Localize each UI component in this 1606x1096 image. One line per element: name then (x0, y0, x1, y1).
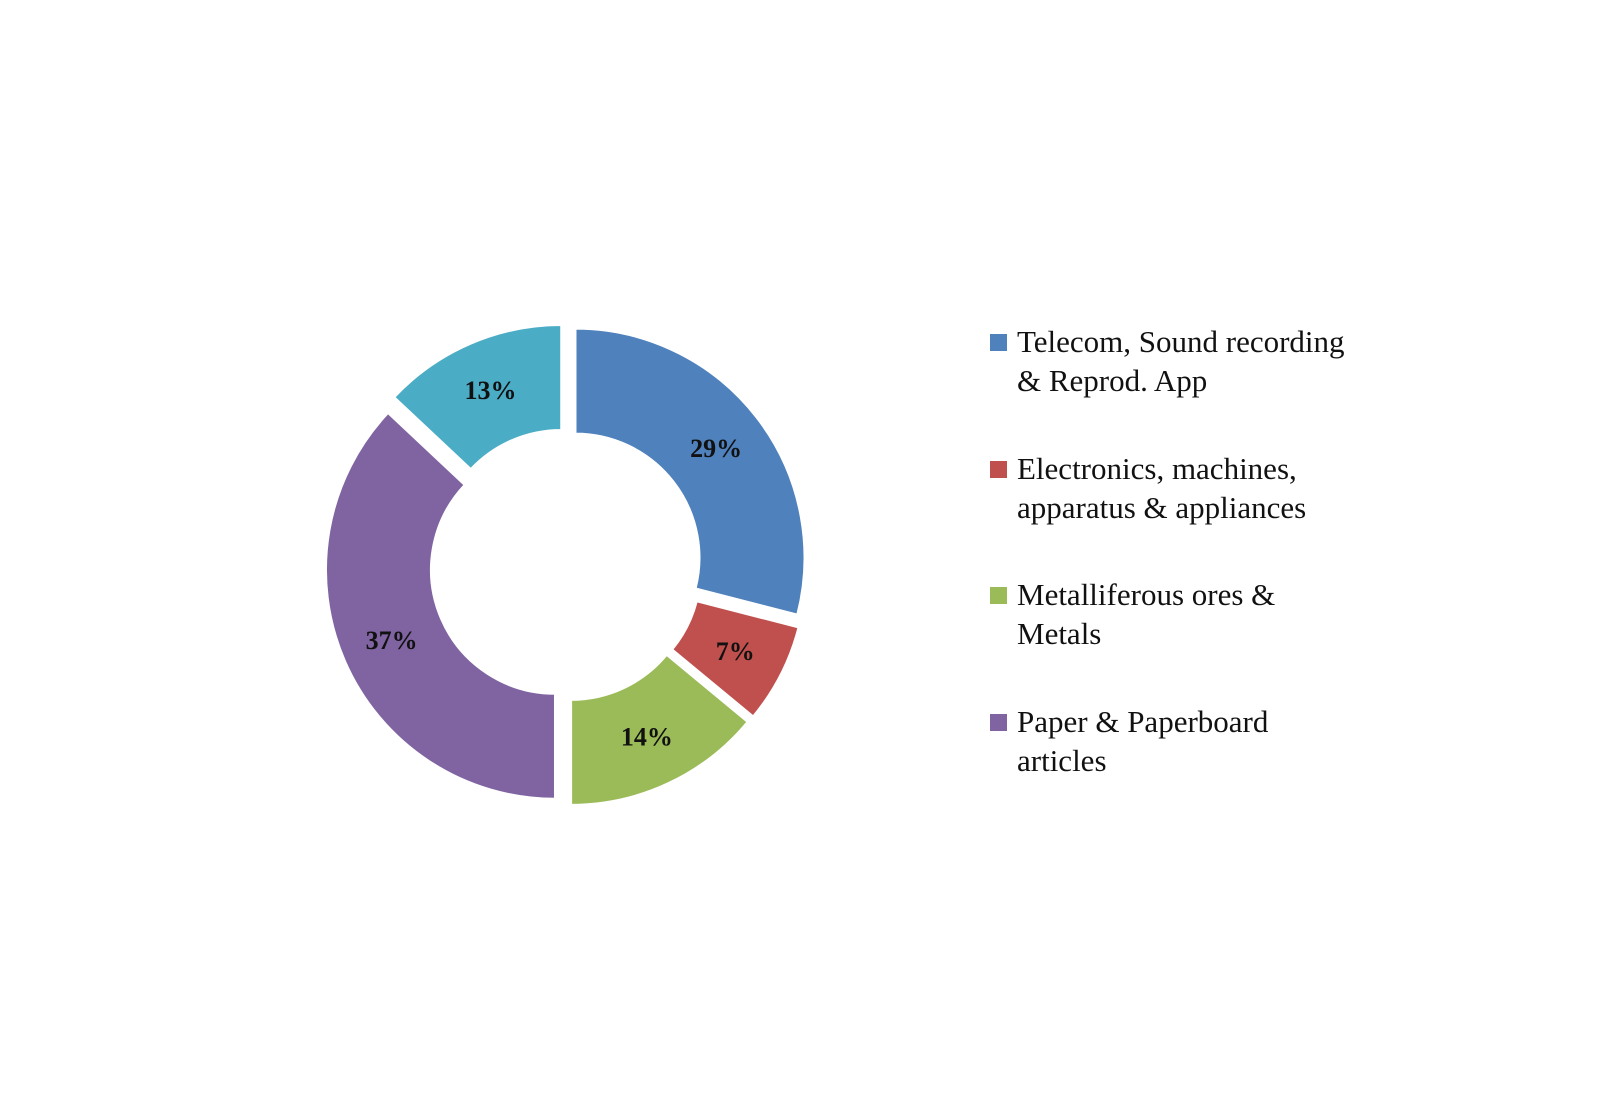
data-label-paper-paperboard-articles: 37% (366, 626, 418, 655)
donut-slice-slice-5 (392, 323, 563, 471)
donut-slice-metalliferous-ores-metals (570, 653, 749, 806)
donut-slice-telecom-sound-recording (574, 327, 806, 616)
legend-item-telecom: Telecom, Sound recording & Reprod. App (990, 322, 1347, 400)
data-label-metalliferous-ores-metals: 14% (621, 722, 673, 751)
donut-slice-electronics-machines-apparatus (670, 600, 800, 718)
legend-label-telecom: Telecom, Sound recording & Reprod. App (1017, 324, 1345, 398)
data-label-slice-5: 13% (465, 376, 517, 405)
legend-swatch-electronics (990, 461, 1007, 478)
legend-label-metals: Metalliferous ores & Metals (1017, 577, 1276, 651)
legend-swatch-paper (990, 714, 1007, 731)
data-label-electronics-machines-apparatus: 7% (716, 637, 755, 666)
legend-label-paper: Paper & Paperboard articles (1017, 704, 1269, 778)
legend-swatch-telecom (990, 334, 1007, 351)
legend-swatch-metals (990, 587, 1007, 604)
legend-item-paper: Paper & Paperboard articles (990, 702, 1347, 780)
slices-layer (324, 323, 806, 806)
legend-label-electronics: Electronics, machines, apparatus & appli… (1017, 451, 1307, 525)
data-label-telecom-sound-recording: 29% (690, 434, 742, 463)
donut-slice-paper-paperboard-articles (324, 411, 556, 800)
legend-item-electronics: Electronics, machines, apparatus & appli… (990, 449, 1347, 527)
legend-item-metals: Metalliferous ores & Metals (990, 575, 1347, 653)
labels-layer: 29% 7% 14% 37% 13% (366, 376, 755, 751)
